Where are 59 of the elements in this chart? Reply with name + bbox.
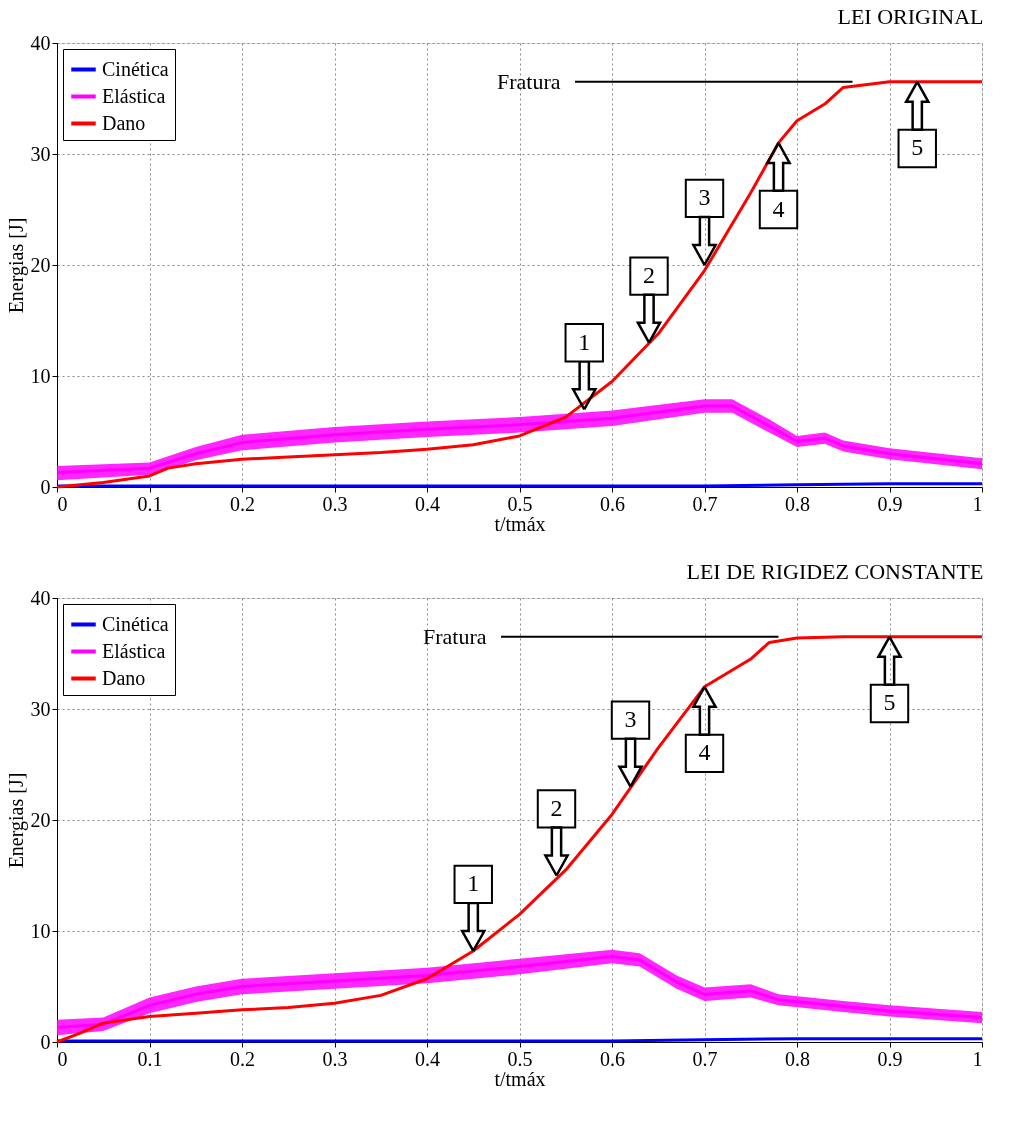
annotation: 5 (883, 689, 896, 716)
annotation: 3 (624, 706, 637, 733)
y-tick-label: 10 (30, 364, 51, 387)
legend-label: Cinética (102, 57, 169, 80)
x-tick-label: 0.1 (137, 1047, 163, 1070)
legend-label: Elástica (102, 639, 166, 662)
annotation: 3 (698, 184, 711, 211)
y-tick-label: 0 (40, 1030, 51, 1053)
arrow-note: 5 (765, 128, 937, 193)
arrow-note: 4 (617, 733, 725, 790)
y-tick-label: 40 (30, 31, 51, 54)
x-tick-label: 0.4 (415, 1047, 440, 1070)
y-tick-label: 0 (40, 475, 51, 498)
x-tick-label: 0.7 (692, 1047, 718, 1070)
chart-title: LEI DE RIGIDEZ CONSTANTE (686, 559, 984, 584)
y-axis-title: Energias [J] (4, 772, 28, 869)
arrow-note: 5 (691, 683, 910, 736)
y-tick-label: 20 (30, 253, 51, 276)
y-tick-label: 10 (30, 919, 51, 942)
annotation: 4 (698, 739, 711, 766)
legend-label: Elástica (102, 84, 166, 107)
chart-title: LEI ORIGINAL (837, 4, 984, 29)
x-tick-label: 0.6 (600, 492, 625, 515)
annotation: Fratura (422, 623, 487, 649)
x-tick-label: 0 (57, 492, 68, 515)
legend-label: Dano (102, 666, 146, 689)
y-tick-label: 30 (30, 142, 51, 165)
x-tick-label: 0.4 (415, 492, 440, 515)
annotation: 1 (467, 870, 480, 897)
annotation: 4 (772, 195, 785, 222)
legend-label: Cinética (102, 612, 169, 635)
annotation: 2 (643, 262, 655, 289)
annotation: 1 (578, 328, 591, 355)
x-tick-label: 0.2 (230, 1047, 255, 1070)
x-tick-label: 1 (972, 1047, 983, 1070)
x-axis-title: t/tmáx (494, 1067, 546, 1090)
legend-label: Dano (102, 111, 146, 134)
x-tick-label: 0.9 (877, 492, 903, 515)
y-tick-label: 40 (30, 586, 51, 609)
x-tick-label: 0.8 (785, 492, 810, 515)
annotation: Fratura (496, 68, 561, 94)
x-tick-label: 1 (972, 492, 983, 515)
x-tick-label: 0.5 (507, 492, 533, 515)
y-axis-title: Energias [J] (4, 217, 28, 314)
y-tick-label: 20 (30, 808, 51, 831)
y-tick-label: 30 (30, 697, 51, 720)
x-tick-label: 0.9 (877, 1047, 903, 1070)
x-tick-label: 0 (57, 1047, 68, 1070)
annotation: 5 (911, 134, 924, 161)
annotation: 2 (550, 794, 563, 821)
x-tick-label: 0.1 (137, 492, 163, 515)
x-tick-label: 0.2 (230, 492, 255, 515)
x-tick-label: 0.3 (322, 1047, 348, 1070)
x-tick-label: 0.7 (692, 492, 718, 515)
x-tick-label: 0.8 (785, 1047, 810, 1070)
x-tick-label: 0.6 (600, 1047, 625, 1070)
x-axis-title: t/tmáx (494, 512, 546, 535)
x-tick-label: 0.3 (322, 492, 348, 515)
x-tick-label: 0.5 (507, 1047, 533, 1070)
